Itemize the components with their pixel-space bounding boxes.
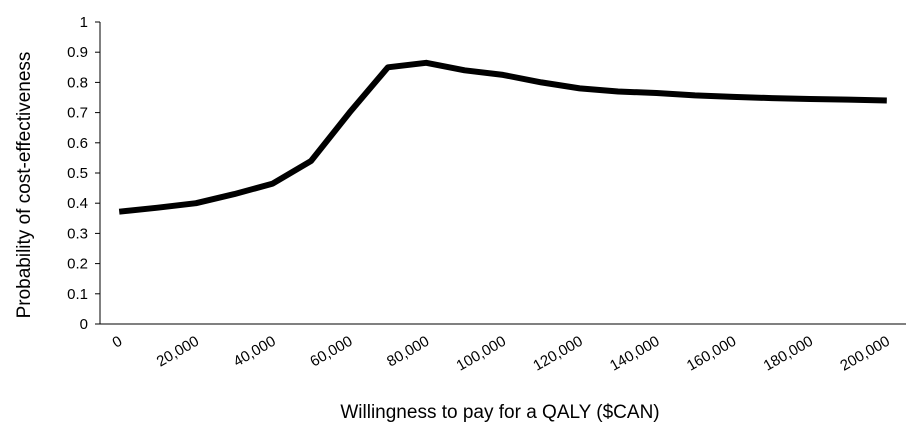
y-tick-label: 0.6	[67, 135, 88, 152]
x-tick-label: 0	[109, 333, 125, 352]
y-tick-label: 0	[80, 316, 88, 333]
y-tick-label: 0.8	[67, 74, 88, 91]
x-axis-title: Willingness to pay for a QALY ($CAN)	[340, 402, 659, 423]
y-tick-label: 0.2	[67, 256, 88, 273]
x-tick-label: 20,000	[154, 333, 202, 371]
x-tick-label: 100,000	[454, 333, 509, 375]
y-tick-label: 1	[80, 14, 88, 31]
y-axis-title: Probability of cost-effectiveness	[14, 52, 35, 319]
x-tick-label: 180,000	[761, 333, 816, 375]
y-tick-label: 0.7	[67, 105, 88, 122]
y-tick-label: 0.9	[67, 44, 88, 61]
x-tick-label: 160,000	[684, 333, 739, 375]
y-tick-label: 0.4	[67, 195, 88, 212]
y-tick-label: 0.1	[67, 286, 88, 303]
x-tick-label: 140,000	[607, 333, 662, 375]
y-tick-label: 0.5	[67, 165, 88, 182]
x-tick-label: 40,000	[230, 333, 278, 371]
x-tick-label: 60,000	[307, 333, 355, 371]
line	[118, 59, 887, 215]
y-tick-label: 0.3	[67, 225, 88, 242]
x-tick-label: 200,000	[837, 333, 892, 375]
x-tick-label: 120,000	[530, 333, 585, 375]
x-tick-label: 80,000	[384, 333, 432, 371]
